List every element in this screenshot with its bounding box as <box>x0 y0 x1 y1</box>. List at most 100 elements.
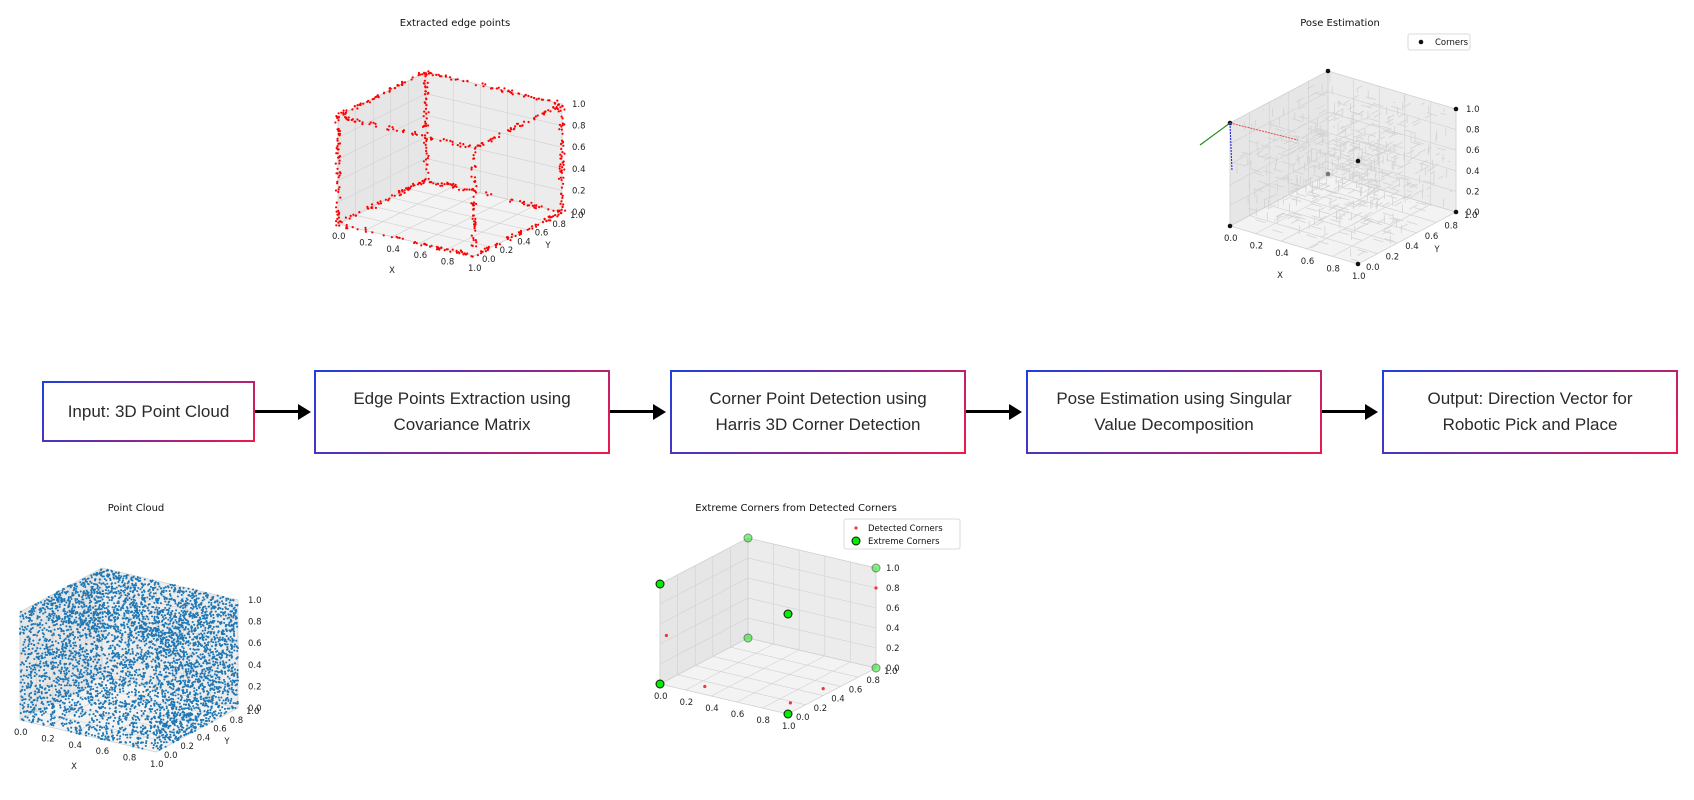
cloud-point <box>205 620 208 623</box>
cloud-point <box>58 716 61 719</box>
gridline <box>19 567 103 613</box>
cloud-point <box>153 726 156 729</box>
cloud-point <box>184 663 188 666</box>
cloud-segment <box>1255 150 1264 155</box>
cloud-point <box>212 616 215 619</box>
cloud-segment <box>1304 149 1313 155</box>
cloud-point <box>121 581 124 584</box>
cloud-point <box>27 682 30 685</box>
cloud-point <box>188 662 191 665</box>
cloud-point <box>124 733 127 736</box>
cloud-point <box>180 609 183 612</box>
edge-point <box>429 245 432 248</box>
cloud-point <box>197 677 200 680</box>
cloud-point <box>213 688 216 691</box>
cloud-segment <box>1383 147 1392 153</box>
edge-point <box>538 206 541 209</box>
cloud-point <box>62 632 66 635</box>
cloud-point <box>173 703 176 706</box>
cloud-point <box>185 653 189 656</box>
cloud-point <box>187 594 190 597</box>
y-tick-label: 0.8 <box>1444 221 1458 231</box>
edge-point <box>345 227 348 230</box>
edge-point <box>347 116 350 119</box>
cloud-point <box>30 623 33 626</box>
cloud-point <box>82 688 85 691</box>
cloud-point <box>130 731 134 734</box>
edge-point <box>472 195 475 198</box>
cloud-point <box>226 617 229 620</box>
edge-point <box>459 249 462 252</box>
cloud-point <box>78 729 81 732</box>
cloud-point <box>193 687 196 690</box>
edge-point <box>356 228 359 231</box>
cloud-point <box>29 670 32 673</box>
cloud-point <box>223 621 226 624</box>
cloud-point <box>198 606 201 609</box>
cloud-point <box>96 710 99 713</box>
cloud-point <box>181 651 184 654</box>
edge-point <box>556 99 559 102</box>
cloud-point <box>71 603 74 606</box>
edge-point <box>473 225 476 228</box>
cloud-point <box>190 663 194 666</box>
cloud-point <box>218 704 221 707</box>
cloud-point <box>226 693 229 696</box>
cloud-point <box>118 639 121 643</box>
cloud-point <box>228 659 231 662</box>
edge-point <box>470 202 473 205</box>
cloud-point <box>209 668 212 671</box>
edge-point <box>426 86 429 89</box>
cloud-point <box>189 725 192 728</box>
cloud-point <box>102 687 105 690</box>
edge-point <box>474 217 477 221</box>
cloud-point <box>209 687 212 690</box>
cloud-point <box>168 662 172 665</box>
cloud-point <box>33 610 36 613</box>
edge-point <box>356 118 359 121</box>
cloud-point <box>196 665 199 668</box>
edge-point <box>533 96 536 100</box>
cloud-segment <box>1388 175 1399 180</box>
cloud-point <box>134 730 138 733</box>
edge-point <box>420 244 423 247</box>
cloud-point <box>119 727 122 731</box>
edge-points-series <box>334 70 567 258</box>
cloud-segment <box>1357 251 1366 256</box>
edge-point <box>560 147 563 151</box>
cloud-point <box>192 595 195 598</box>
cloud-point <box>203 646 206 649</box>
cloud-point <box>198 708 201 711</box>
cloud-point <box>20 695 23 698</box>
edge-point <box>340 111 343 114</box>
cloud-segment <box>1283 139 1292 145</box>
cloud-segment <box>1309 185 1321 190</box>
cloud-point <box>66 585 69 588</box>
cloud-point <box>111 682 114 685</box>
cloud-segment <box>1406 221 1418 225</box>
cloud-point <box>52 724 55 727</box>
cloud-segment <box>1361 153 1371 159</box>
edge-point <box>470 188 474 191</box>
cloud-point <box>225 630 228 633</box>
cloud-point <box>175 634 178 637</box>
cloud-point <box>24 715 27 718</box>
edge-point <box>486 248 489 252</box>
cloud-point <box>124 589 127 592</box>
cloud-point <box>117 572 120 575</box>
cloud-segment <box>1381 202 1390 207</box>
edge-point <box>430 181 433 184</box>
edge-point <box>424 120 427 123</box>
cloud-point <box>49 651 52 654</box>
cloud-point <box>60 647 64 650</box>
edge-point <box>543 218 546 221</box>
edge-point <box>425 97 428 100</box>
cloud-segment <box>1318 176 1327 182</box>
cloud-point <box>26 636 29 639</box>
edge-point <box>456 78 459 81</box>
legend-box <box>1407 33 1471 51</box>
cloud-point <box>200 620 203 623</box>
cloud-segment <box>1262 170 1274 174</box>
cloud-point <box>114 685 117 688</box>
cloud-point <box>236 702 239 705</box>
